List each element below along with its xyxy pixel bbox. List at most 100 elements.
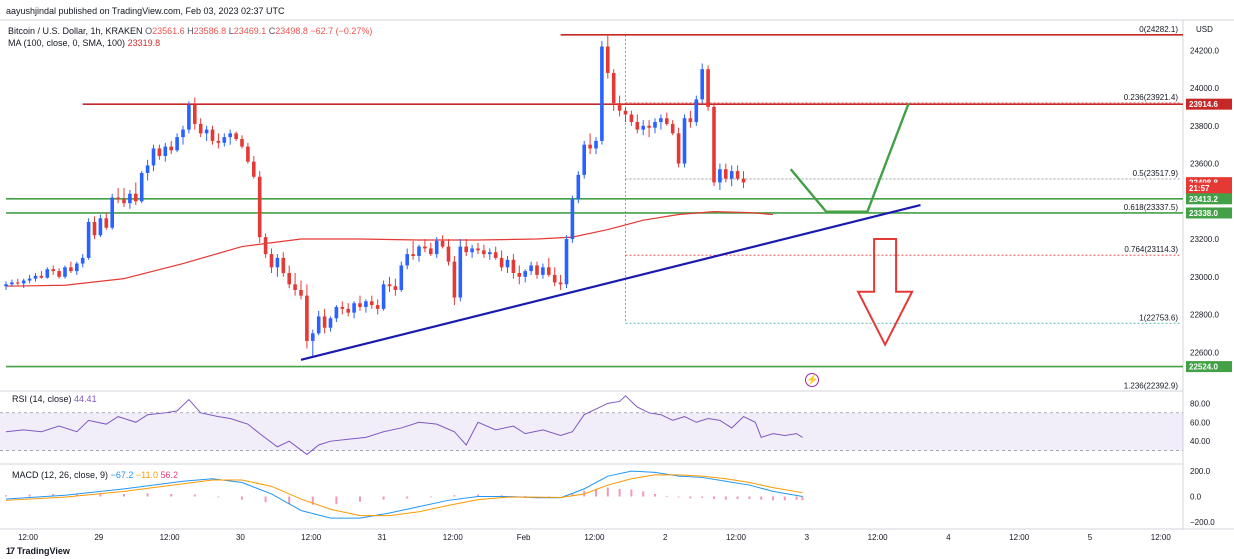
change-value: −62.7 (−0.27%) (310, 26, 373, 36)
candle-body (98, 218, 103, 236)
ma-header: MA (100, close, 0, SMA, 100) 23319.8 (8, 38, 160, 49)
candle-body (665, 118, 669, 124)
candle-body (340, 306, 345, 309)
candle-body (641, 125, 645, 130)
macd-histogram-bar (406, 496, 409, 499)
candle-body (328, 318, 333, 328)
candle-body (334, 306, 339, 319)
macd-histogram-bar (571, 493, 574, 497)
candle-body (635, 122, 640, 130)
candle-body (417, 246, 421, 257)
time-tick-label: 12:00 (1151, 533, 1172, 542)
macd-histogram-bar (606, 487, 609, 497)
macd-value: −67.2 (110, 470, 134, 480)
publisher-line: aayushjindal published on TradingView.co… (6, 6, 285, 16)
candle-body (222, 137, 227, 143)
price-axis-badge-label: 23338.0 (1189, 209, 1218, 218)
candle-body (198, 123, 203, 134)
candle-body (181, 129, 185, 138)
macd-histogram-bar (52, 493, 55, 497)
price-axis-badge (1186, 182, 1232, 194)
flash-icon[interactable]: ⚡ (805, 373, 819, 387)
symbol-name[interactable]: Bitcoin / U.S. Dollar, 1h, KRAKEN (8, 26, 143, 36)
candle-body (653, 122, 657, 128)
candle-body (629, 114, 634, 123)
candle-body (246, 146, 250, 162)
macd-histogram-bar (264, 496, 267, 503)
candle-body (411, 254, 415, 257)
macd-histogram-bar (288, 496, 291, 505)
price-axis-badge-label: 23413.2 (1189, 195, 1218, 204)
candle-body (204, 129, 209, 134)
price-tick-label: 23800.0 (1190, 122, 1219, 131)
macd-histogram-bar (713, 496, 715, 500)
rsi-line (5, 395, 803, 456)
time-tick-label: 3 (805, 533, 810, 542)
time-tick-label: 5 (1088, 533, 1093, 542)
candle-body (499, 257, 504, 268)
candle-body (92, 222, 97, 236)
macd-label[interactable]: MACD (12, 26, close, 9) (12, 470, 109, 480)
candle-body (228, 133, 232, 138)
macd-histogram-bar (99, 493, 102, 497)
macd-histogram-bar (736, 496, 739, 500)
candle-body (151, 148, 156, 166)
candle-body (169, 146, 173, 151)
candle-body (594, 140, 598, 149)
macd-histogram-bar (595, 488, 597, 497)
candle-body (51, 269, 55, 272)
fib-level-label: 0.764(23114.3) (1124, 245, 1178, 254)
candle-body (322, 316, 327, 328)
candle-body (440, 240, 445, 247)
macd-histogram-bar (783, 496, 786, 501)
time-tick-label: 2 (663, 533, 668, 542)
candle-body (370, 301, 374, 306)
time-tick-label: 30 (236, 533, 245, 542)
price-axis-badge-label: 23914.6 (1189, 100, 1218, 109)
candle-body (139, 172, 144, 202)
ma-label[interactable]: MA (100, close, 0, SMA, 100) (8, 38, 126, 48)
tradingview-logo-icon: 17 (6, 546, 15, 556)
candle-body (712, 106, 716, 183)
macd-histogram-bar (146, 493, 149, 497)
price-axis-badge (1186, 361, 1232, 373)
rsi-label[interactable]: RSI (14, close) (12, 394, 72, 404)
candle-body (257, 176, 262, 238)
time-tick-label: 12:00 (1009, 533, 1030, 542)
macd-histogram-bar (217, 496, 220, 498)
candle-body (458, 246, 463, 298)
candle-body (505, 259, 510, 268)
candle-body (263, 237, 268, 255)
candle-body (523, 271, 527, 277)
ma-value: 23319.8 (127, 38, 161, 48)
time-tick-label: 4 (946, 533, 951, 542)
macd-header: MACD (12, 26, close, 9) −67.2 −11.0 56.2 (12, 470, 178, 481)
macd-histogram-bar (642, 491, 645, 497)
signal-value: −11.0 (135, 470, 158, 480)
price-axis-badge-label: 21:57 (1189, 184, 1210, 193)
candle-body (659, 118, 663, 123)
macd-histogram-bar (123, 493, 125, 497)
fib-level-label: 0(24282.1) (1139, 25, 1178, 34)
candle-body (741, 178, 746, 183)
candle-body (134, 193, 138, 202)
macd-histogram-bar (618, 488, 621, 497)
candle-body (529, 265, 533, 272)
time-tick-label: 12:00 (443, 533, 464, 542)
candle-body (670, 123, 675, 134)
candle-body (452, 261, 457, 298)
macd-histogram-bar (665, 495, 668, 497)
candle-body (216, 140, 221, 143)
macd-histogram-bar (772, 496, 774, 501)
candle-body (187, 105, 191, 130)
candle-body (446, 246, 451, 262)
candle-body (735, 171, 740, 179)
signal-line (5, 474, 803, 517)
candle-body (423, 246, 427, 249)
candle-body (252, 161, 256, 177)
candle-body (470, 248, 474, 253)
macd-histogram-bar (453, 495, 456, 497)
candle-body (718, 169, 722, 183)
time-tick-label: 12:00 (584, 533, 605, 542)
